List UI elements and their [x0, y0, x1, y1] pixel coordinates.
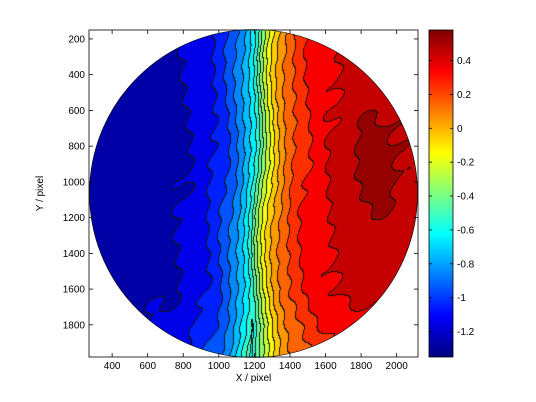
colorbar-tick-label: -0.4: [457, 192, 475, 203]
colorbar-tick-label: -0.2: [457, 158, 475, 169]
colorbar-tick-label: 0.2: [457, 90, 471, 101]
x-tick-label: 1600: [314, 361, 337, 372]
y-tick-label: 1200: [63, 213, 86, 224]
y-tick-label: 1000: [63, 177, 86, 188]
colorbar-ticks: 0.4 0.2 0 -0.2 -0.4 -0.6 -0.8 -1 -1.2: [429, 56, 475, 338]
colorbar-tick-label: -1.2: [457, 327, 475, 338]
plot-frame: [88, 29, 419, 358]
y-tick-label: 200: [68, 34, 85, 45]
x-tick-label: 1800: [350, 361, 373, 372]
plot-area: 400 600 800 1000 1200 1400 1600 1800 2000 200 400…: [63, 29, 419, 372]
colorbar-tick-label: -0.8: [457, 259, 475, 270]
colorbar-gradient: [429, 30, 453, 357]
x-tick-label: 1000: [208, 361, 231, 372]
contour-field: [89, 30, 418, 357]
x-axis-ticks: 400 600 800 1000 1200 1400 1600 1800 2000: [104, 30, 408, 372]
y-tick-label: 600: [68, 106, 85, 117]
y-tick-label: 1800: [63, 320, 86, 331]
x-tick-label: 400: [104, 361, 121, 372]
field-boundary: [89, 29, 418, 358]
x-axis-label: X / pixel: [236, 373, 272, 384]
x-tick-label: 1400: [279, 361, 302, 372]
x-tick-label: 600: [139, 361, 156, 372]
x-tick-label: 800: [175, 361, 192, 372]
y-tick-label: 400: [68, 70, 85, 81]
colorbar-tick-label: 0: [457, 124, 463, 135]
y-tick-label: 1400: [63, 249, 86, 260]
x-tick-label: 1200: [243, 361, 266, 372]
colorbar-tick-label: -1: [457, 293, 466, 304]
x-tick-label: 2000: [386, 361, 409, 372]
y-tick-label: 800: [68, 142, 85, 153]
y-tick-label: 1600: [63, 285, 86, 296]
y-axis-label: Y / pixel: [35, 176, 46, 211]
colorbar-tick-label: 0.4: [457, 56, 471, 67]
colorbar-frame: [428, 29, 454, 358]
colorbar-tick-label: -0.6: [457, 225, 475, 236]
colorbar: 0.4 0.2 0 -0.2 -0.4 -0.6 -0.8 -1 -1.2: [428, 29, 475, 358]
y-axis-ticks: 200 400 600 800 1000 1200 1400 1600 1800: [63, 34, 418, 331]
